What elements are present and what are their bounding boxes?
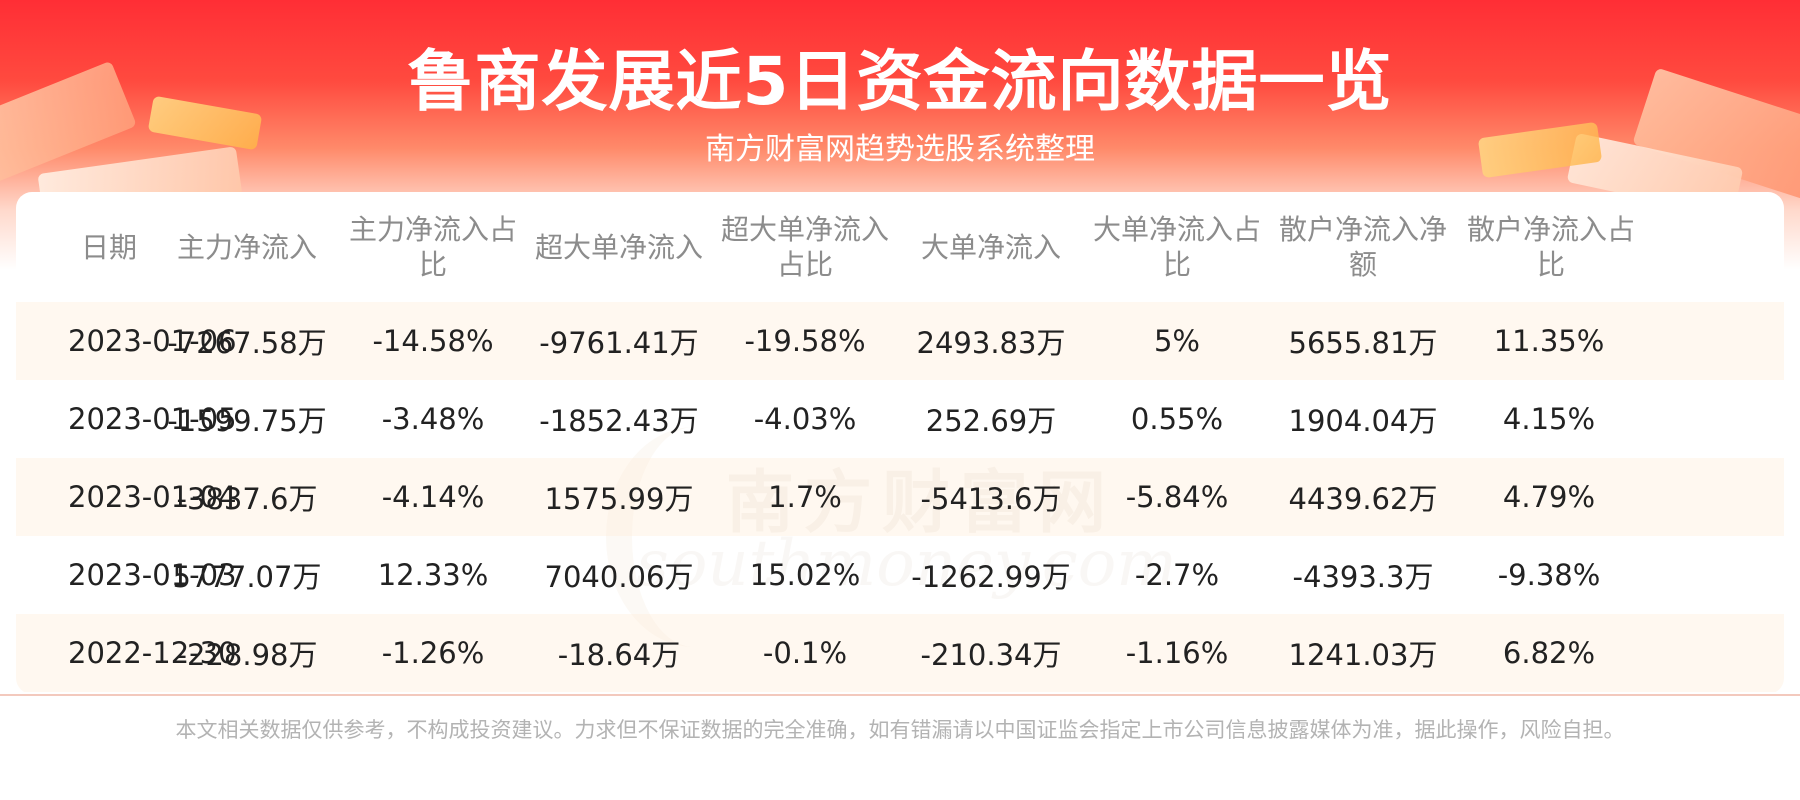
cell-main-net-inflow: -1599.75万: [154, 380, 340, 458]
cell-xl-net-inflow-ratio: -0.1%: [712, 614, 898, 692]
cell-large-net-inflow: -210.34万: [898, 614, 1084, 692]
cell-large-net-inflow-ratio: -1.16%: [1084, 614, 1270, 692]
cell-retail-net-amount: 1241.03万: [1270, 614, 1456, 692]
column-header-date: 日期: [80, 230, 137, 264]
cell-retail-net-amount: 5655.81万: [1270, 302, 1456, 380]
cell-xl-net-inflow: -9761.41万: [526, 302, 712, 380]
cell-main-net-inflow: -3837.6万: [154, 458, 340, 536]
column-header-large-net-inflow: 大单净流入: [920, 230, 1061, 264]
column-header-main-net-inflow-ratio: 主力净流入占比: [348, 213, 517, 281]
cell-retail-net-ratio: 6.82%: [1456, 614, 1784, 692]
cell-main-net-inflow-ratio: -1.26%: [340, 614, 526, 692]
cell-retail-net-amount: -4393.3万: [1270, 536, 1456, 614]
cell-retail-net-ratio: 11.35%: [1456, 302, 1784, 380]
cell-xl-net-inflow: -1852.43万: [526, 380, 712, 458]
column-header-xl-net-inflow: 超大单净流入: [534, 230, 703, 264]
table-row: 2022-12-30 -228.98万 -1.26% -18.64万 -0.1%…: [16, 614, 1784, 692]
cell-xl-net-inflow: 1575.99万: [526, 458, 712, 536]
cell-large-net-inflow: -1262.99万: [898, 536, 1084, 614]
table-header-row: 日期 主力净流入 主力净流入占比 超大单净流入 超大单净流入占比 大单净流入 大…: [16, 192, 1784, 302]
cell-large-net-inflow: -5413.6万: [898, 458, 1084, 536]
cell-main-net-inflow-ratio: 12.33%: [340, 536, 526, 614]
page-title: 鲁商发展近5日资金流向数据一览: [407, 43, 1393, 120]
cell-large-net-inflow-ratio: 5%: [1084, 302, 1270, 380]
cell-large-net-inflow: 2493.83万: [898, 302, 1084, 380]
data-card: 南方财富网 southmoney.com 日期 主力净流入 主力净流入占比 超大…: [16, 192, 1784, 694]
cell-date: 2023-01-06: [16, 302, 237, 380]
cell-main-net-inflow: -7267.58万: [154, 302, 340, 380]
table-row: 2023-01-04 -3837.6万 -4.14% 1575.99万 1.7%…: [16, 458, 1784, 536]
column-header-large-net-inflow-ratio: 大单净流入占比: [1092, 213, 1261, 281]
cell-retail-net-amount: 4439.62万: [1270, 458, 1456, 536]
cell-main-net-inflow: 5777.07万: [154, 536, 340, 614]
cell-main-net-inflow-ratio: -4.14%: [340, 458, 526, 536]
cell-retail-net-ratio: 4.15%: [1456, 380, 1784, 458]
table-row: 2023-01-03 5777.07万 12.33% 7040.06万 15.0…: [16, 536, 1784, 614]
cell-retail-net-ratio: -9.38%: [1456, 536, 1784, 614]
disclaimer-text: 本文相关数据仅供参考，不构成投资建议。力求但不保证数据的完全准确，如有错漏请以中…: [175, 718, 1625, 742]
cell-main-net-inflow-ratio: -14.58%: [340, 302, 526, 380]
cell-large-net-inflow-ratio: -2.7%: [1084, 536, 1270, 614]
cell-main-net-inflow-ratio: -3.48%: [340, 380, 526, 458]
cell-xl-net-inflow-ratio: -19.58%: [712, 302, 898, 380]
cell-large-net-inflow-ratio: 0.55%: [1084, 380, 1270, 458]
cell-xl-net-inflow-ratio: -4.03%: [712, 380, 898, 458]
page-subtitle: 南方财富网趋势选股系统整理: [705, 132, 1095, 167]
column-header-retail-net-amount: 散户净流入净额: [1278, 213, 1447, 281]
cell-xl-net-inflow: 7040.06万: [526, 536, 712, 614]
cell-xl-net-inflow-ratio: 15.02%: [712, 536, 898, 614]
cell-xl-net-inflow: -18.64万: [526, 614, 712, 692]
cell-main-net-inflow: -228.98万: [154, 614, 340, 692]
cell-date: 2022-12-30: [16, 614, 237, 692]
cell-large-net-inflow: 252.69万: [898, 380, 1084, 458]
fund-flow-table: 日期 主力净流入 主力净流入占比 超大单净流入 超大单净流入占比 大单净流入 大…: [16, 192, 1784, 692]
column-header-main-net-inflow: 主力净流入: [176, 230, 317, 264]
cell-date: 2023-01-04: [16, 458, 237, 536]
cell-xl-net-inflow-ratio: 1.7%: [712, 458, 898, 536]
footer-divider: [0, 694, 1800, 696]
column-header-xl-net-inflow-ratio: 超大单净流入占比: [720, 213, 889, 281]
table-row: 2023-01-05 -1599.75万 -3.48% -1852.43万 -4…: [16, 380, 1784, 458]
cell-date: 2023-01-05: [16, 380, 237, 458]
cell-large-net-inflow-ratio: -5.84%: [1084, 458, 1270, 536]
column-header-retail-net-ratio: 散户净流入占比: [1466, 213, 1635, 281]
table-row: 2023-01-06 -7267.58万 -14.58% -9761.41万 -…: [16, 302, 1784, 380]
cell-date: 2023-01-03: [16, 536, 237, 614]
cell-retail-net-ratio: 4.79%: [1456, 458, 1784, 536]
cell-retail-net-amount: 1904.04万: [1270, 380, 1456, 458]
